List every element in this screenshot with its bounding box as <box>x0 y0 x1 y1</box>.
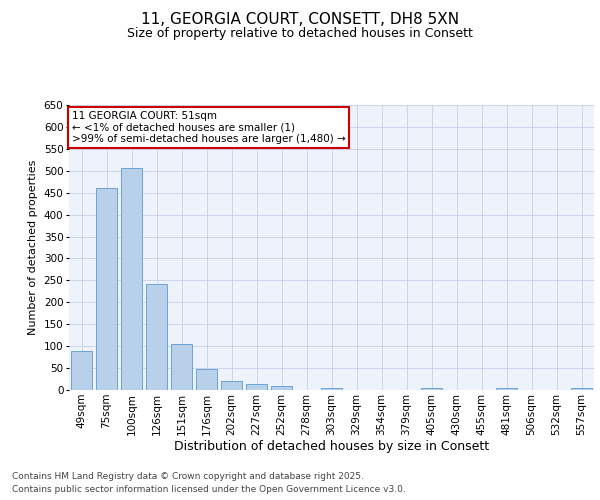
Bar <box>121 168 142 390</box>
Bar <box>421 388 442 390</box>
Text: Contains public sector information licensed under the Open Government Licence v3: Contains public sector information licen… <box>12 485 406 494</box>
Text: 11 GEORGIA COURT: 51sqm
← <1% of detached houses are smaller (1)
>99% of semi-de: 11 GEORGIA COURT: 51sqm ← <1% of detache… <box>71 110 346 144</box>
Bar <box>246 384 267 390</box>
Text: Contains HM Land Registry data © Crown copyright and database right 2025.: Contains HM Land Registry data © Crown c… <box>12 472 364 481</box>
Bar <box>271 386 292 390</box>
Bar <box>171 344 192 390</box>
Bar <box>71 350 92 390</box>
Text: 11, GEORGIA COURT, CONSETT, DH8 5XN: 11, GEORGIA COURT, CONSETT, DH8 5XN <box>141 12 459 28</box>
Bar <box>221 381 242 390</box>
X-axis label: Distribution of detached houses by size in Consett: Distribution of detached houses by size … <box>174 440 489 454</box>
Bar <box>96 188 117 390</box>
Bar <box>496 388 517 390</box>
Y-axis label: Number of detached properties: Number of detached properties <box>28 160 38 335</box>
Bar <box>321 388 342 390</box>
Bar <box>571 388 592 390</box>
Bar <box>196 369 217 390</box>
Bar <box>146 284 167 390</box>
Text: Size of property relative to detached houses in Consett: Size of property relative to detached ho… <box>127 28 473 40</box>
